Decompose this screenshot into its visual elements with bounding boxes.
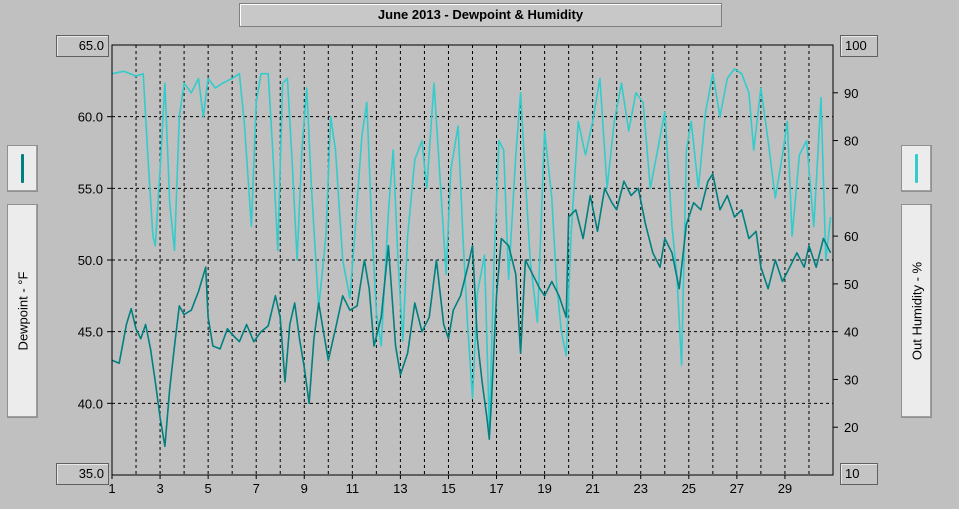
x-tick-label: 15 xyxy=(441,481,455,496)
dewpoint-series xyxy=(111,173,832,448)
left-tick-label: 50.0 xyxy=(78,253,103,268)
right-tick-label: 90 xyxy=(844,86,858,101)
left-tick-label: 40.0 xyxy=(78,396,103,411)
right-axis-title-box: Out Humidity - % xyxy=(901,204,932,418)
left-axis-max: 65.0 xyxy=(78,38,104,53)
right-axis-ticks: 90 80 70 60 50 40 30 20 xyxy=(833,86,858,435)
right-tick-label: 20 xyxy=(844,420,858,435)
dewpoint-legend-line xyxy=(21,154,24,183)
chart-title: June 2013 - Dewpoint & Humidity xyxy=(239,3,722,27)
left-tick-label: 60.0 xyxy=(78,110,103,125)
right-tick-label: 50 xyxy=(844,277,858,292)
humidity-series xyxy=(111,68,832,428)
x-tick-label: 11 xyxy=(346,481,360,496)
left-tick-label: 55.0 xyxy=(78,181,103,196)
x-tick-label: 5 xyxy=(205,481,212,496)
x-tick-label: 7 xyxy=(253,481,260,496)
right-tick-label: 30 xyxy=(844,372,858,387)
left-axis-title-box: Dewpoint - °F xyxy=(7,204,38,418)
right-tick-label: 40 xyxy=(844,325,858,340)
right-axis-max: 100 xyxy=(845,38,867,53)
right-axis-min-box: 10 xyxy=(840,463,878,485)
right-axis-max-box: 100 xyxy=(840,35,878,57)
left-axis-min: 35.0 xyxy=(78,466,104,481)
dewpoint-legend-swatch xyxy=(7,145,38,192)
left-axis-ticks: 60.0 55.0 50.0 45.0 40.0 xyxy=(78,110,112,411)
left-axis-max-box: 65.0 xyxy=(56,35,109,57)
dewpoint-series-line xyxy=(111,173,832,448)
x-tick-label: 1 xyxy=(108,481,115,496)
x-tick-label: 21 xyxy=(585,481,599,496)
right-axis-min: 10 xyxy=(845,466,860,481)
x-tick-label: 9 xyxy=(301,481,308,496)
left-tick-label: 45.0 xyxy=(78,325,103,340)
x-tick-label: 17 xyxy=(489,481,503,496)
right-tick-label: 70 xyxy=(844,181,858,196)
left-axis-min-box: 35.0 xyxy=(56,463,109,485)
right-tick-label: 60 xyxy=(844,229,858,244)
x-tick-label: 23 xyxy=(633,481,647,496)
x-axis-ticks: 1 3 5 7 9 11 13 15 17 19 21 23 25 27 29 xyxy=(108,475,792,496)
x-tick-label: 29 xyxy=(778,481,792,496)
x-tick-label: 13 xyxy=(393,481,407,496)
right-tick-label: 80 xyxy=(844,134,858,149)
x-tick-label: 3 xyxy=(156,481,163,496)
humidity-legend-line xyxy=(915,154,918,183)
x-tick-label: 27 xyxy=(730,481,744,496)
left-axis-title: Dewpoint - °F xyxy=(15,271,30,351)
humidity-legend-swatch xyxy=(901,145,932,192)
right-axis-title: Out Humidity - % xyxy=(909,261,924,361)
x-tick-label: 19 xyxy=(537,481,551,496)
x-tick-label: 25 xyxy=(682,481,696,496)
humidity-series-line xyxy=(111,68,832,428)
